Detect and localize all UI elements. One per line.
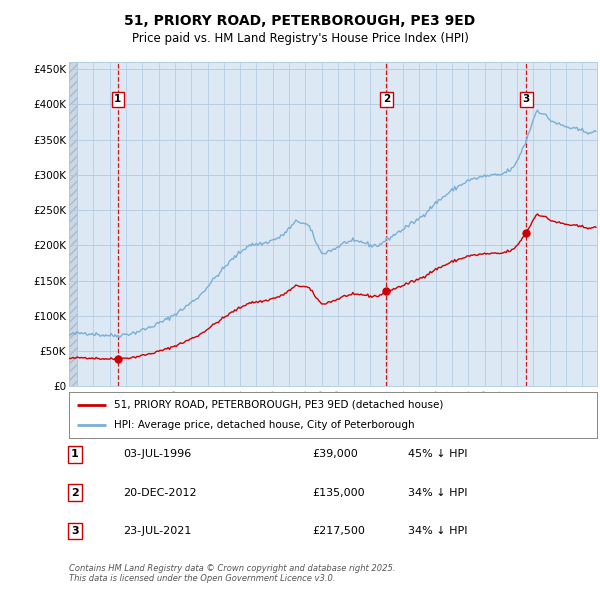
Text: 20-DEC-2012: 20-DEC-2012 <box>123 488 197 497</box>
Text: 34% ↓ HPI: 34% ↓ HPI <box>408 526 467 536</box>
Text: HPI: Average price, detached house, City of Peterborough: HPI: Average price, detached house, City… <box>114 420 415 430</box>
Text: 2: 2 <box>71 488 79 497</box>
Bar <box>69 62 77 386</box>
Text: 2: 2 <box>383 94 390 104</box>
Text: 23-JUL-2021: 23-JUL-2021 <box>123 526 191 536</box>
Text: £217,500: £217,500 <box>312 526 365 536</box>
Text: 34% ↓ HPI: 34% ↓ HPI <box>408 488 467 497</box>
Text: 1: 1 <box>71 450 79 459</box>
Text: 03-JUL-1996: 03-JUL-1996 <box>123 450 191 459</box>
Text: £135,000: £135,000 <box>312 488 365 497</box>
Text: 45% ↓ HPI: 45% ↓ HPI <box>408 450 467 459</box>
Text: £39,000: £39,000 <box>312 450 358 459</box>
Text: Contains HM Land Registry data © Crown copyright and database right 2025.
This d: Contains HM Land Registry data © Crown c… <box>69 563 395 583</box>
Text: 1: 1 <box>114 94 122 104</box>
Text: Price paid vs. HM Land Registry's House Price Index (HPI): Price paid vs. HM Land Registry's House … <box>131 32 469 45</box>
Text: 51, PRIORY ROAD, PETERBOROUGH, PE3 9ED: 51, PRIORY ROAD, PETERBOROUGH, PE3 9ED <box>124 14 476 28</box>
Text: 3: 3 <box>523 94 530 104</box>
Text: 51, PRIORY ROAD, PETERBOROUGH, PE3 9ED (detached house): 51, PRIORY ROAD, PETERBOROUGH, PE3 9ED (… <box>114 399 443 409</box>
Text: 3: 3 <box>71 526 79 536</box>
